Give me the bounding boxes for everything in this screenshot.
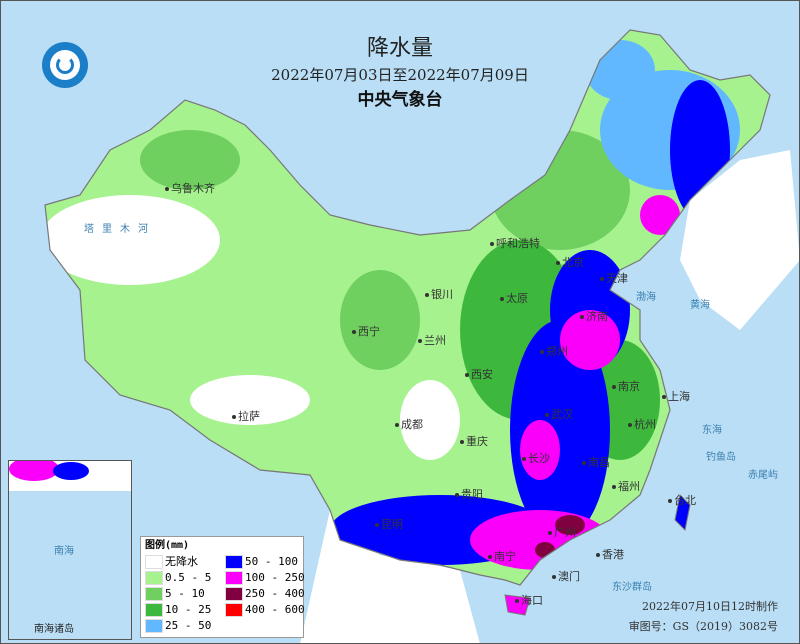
city-label: 成都 xyxy=(395,418,423,431)
city-label: 昆明 xyxy=(375,518,403,531)
city-label: 郑州 xyxy=(540,345,568,358)
sea-label: 东沙群岛 xyxy=(612,582,652,593)
city-label: 西安 xyxy=(465,368,493,381)
legend-title: 图例(mm) xyxy=(145,540,190,551)
sea-label: 东海 xyxy=(702,425,722,436)
city-label: 广州 xyxy=(548,526,576,539)
city-label: 澳门 xyxy=(552,570,580,583)
river-label: 塔里木河 xyxy=(84,224,156,235)
organization: 中央气象台 xyxy=(357,90,443,110)
cma-logo-icon xyxy=(42,42,88,88)
city-label: 呼和浩特 xyxy=(490,237,540,250)
legend-swatch xyxy=(225,554,243,569)
legend-label: 250 - 400 xyxy=(245,587,305,600)
legend-item: 250 - 400 xyxy=(225,586,305,601)
sea-label: 渤海 xyxy=(636,292,656,303)
legend-swatch xyxy=(225,602,243,617)
neighbor-land xyxy=(680,150,800,330)
city-label: 重庆 xyxy=(460,435,488,448)
inset-sea-label: 南海 xyxy=(54,546,74,557)
legend-label: 100 - 250 xyxy=(245,571,305,584)
legend-item: 400 - 600 xyxy=(225,602,305,617)
legend-item: 25 - 50 xyxy=(145,618,211,633)
legend-label: 25 - 50 xyxy=(165,619,212,632)
legend-item: 5 - 10 xyxy=(145,586,205,601)
city-label: 北京 xyxy=(556,256,584,269)
city-label: 长沙 xyxy=(522,452,550,465)
city-label: 兰州 xyxy=(418,334,446,347)
city-label: 上海 xyxy=(662,390,690,403)
city-label: 天津 xyxy=(600,272,628,285)
city-label: 银川 xyxy=(425,288,453,301)
legend-swatch xyxy=(145,586,163,601)
legend-swatch xyxy=(225,570,243,585)
legend-label: 400 - 600 xyxy=(245,603,305,616)
neighbor-land-south xyxy=(300,510,480,644)
legend-swatch xyxy=(225,586,243,601)
city-label: 太原 xyxy=(500,292,528,305)
legend-swatch xyxy=(145,618,163,633)
production-time: 2022年07月10日12时制作 xyxy=(642,600,778,613)
city-label: 南昌 xyxy=(582,456,610,469)
sea-label: 钓鱼岛 xyxy=(706,452,736,463)
legend-item: 无降水 xyxy=(145,554,198,569)
city-label: 香港 xyxy=(596,548,624,561)
city-label: 贵阳 xyxy=(455,488,483,501)
legend-label: 10 - 25 xyxy=(165,603,212,616)
map-title: 降水量 xyxy=(366,36,433,61)
city-label: 乌鲁木齐 xyxy=(165,182,215,195)
legend-item: 10 - 25 xyxy=(145,602,211,617)
south-china-sea-inset: 南海 南海诸岛 xyxy=(8,460,132,640)
inset-title: 南海诸岛 xyxy=(34,624,74,635)
city-label: 武汉 xyxy=(545,408,573,421)
legend: 图例(mm) 无降水 0.5 - 5 5 - 10 10 - 25 25 - 50 50 … xyxy=(140,536,305,638)
legend-item: 0.5 - 5 xyxy=(145,570,211,585)
legend-item: 100 - 250 xyxy=(225,570,305,585)
city-label: 台北 xyxy=(668,494,696,507)
legend-swatch xyxy=(145,602,163,617)
map-date-range: 2022年07月03日至2022年07月09日 xyxy=(271,66,529,84)
city-label: 西宁 xyxy=(352,325,380,338)
sea-label: 黄海 xyxy=(690,300,710,311)
city-label: 海口 xyxy=(515,594,543,607)
city-label: 南宁 xyxy=(488,550,516,563)
legend-label: 50 - 100 xyxy=(245,555,298,568)
legend-swatch xyxy=(145,554,163,569)
city-label: 济南 xyxy=(580,310,608,323)
sea-label: 赤尾屿 xyxy=(748,470,778,481)
legend-label: 无降水 xyxy=(165,555,198,568)
city-label: 南京 xyxy=(612,380,640,393)
city-label: 拉萨 xyxy=(232,410,260,423)
city-label: 福州 xyxy=(612,480,640,493)
legend-swatch xyxy=(145,570,163,585)
city-label: 杭州 xyxy=(628,418,656,431)
legend-item: 50 - 100 xyxy=(225,554,298,569)
map-review-number: 审图号：GS（2019）3082号 xyxy=(628,620,778,633)
legend-label: 5 - 10 xyxy=(165,587,205,600)
legend-label: 0.5 - 5 xyxy=(165,571,212,584)
